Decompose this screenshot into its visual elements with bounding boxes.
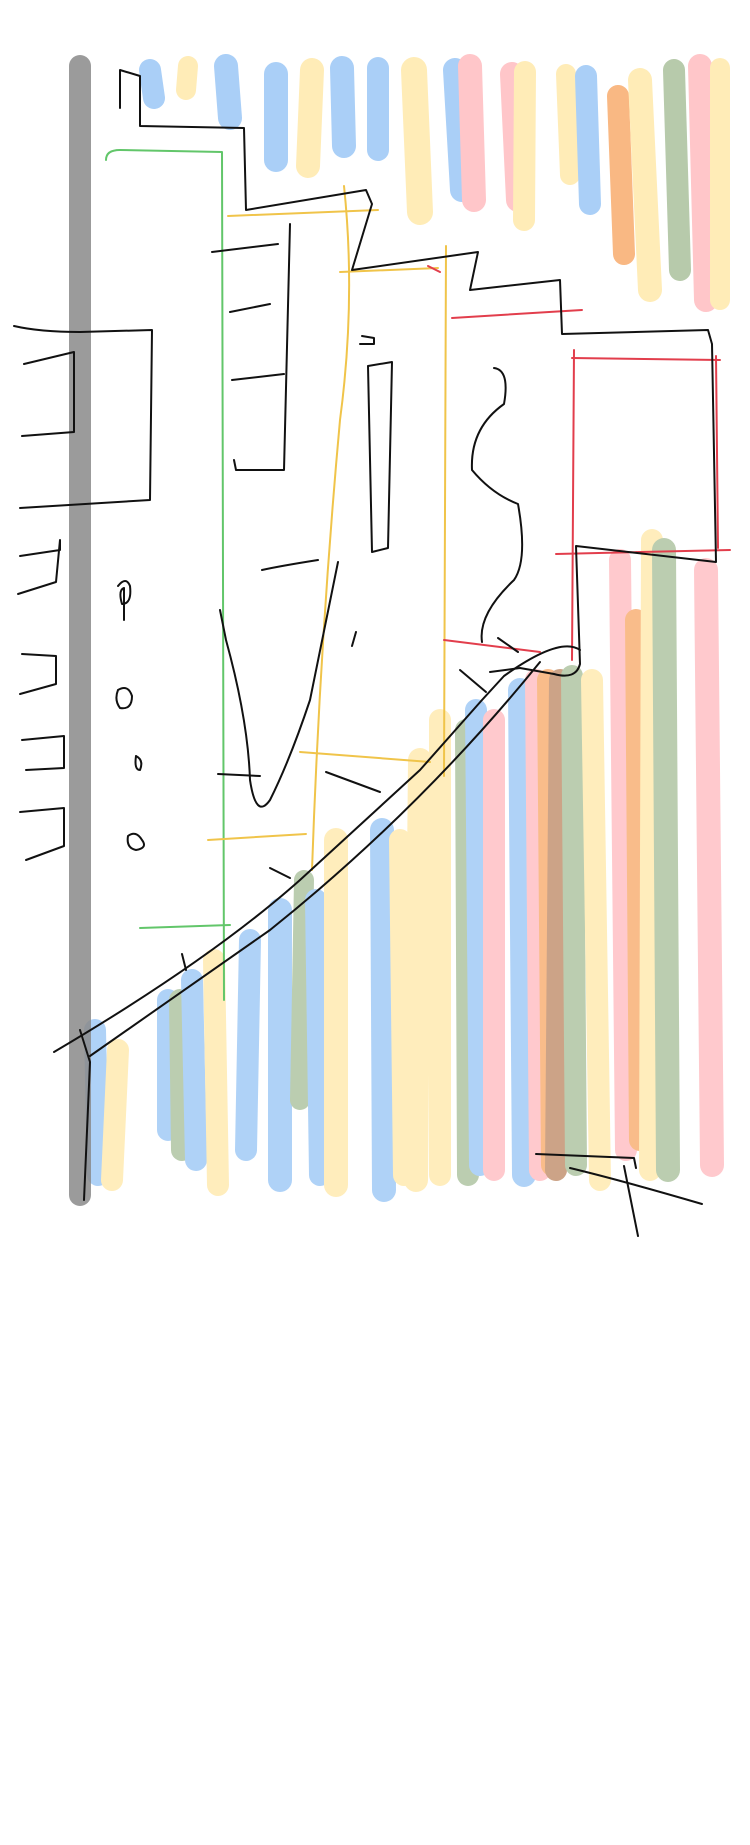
marker-stroke bbox=[545, 669, 571, 1181]
green-line bbox=[105, 149, 225, 1001]
marker-stroke bbox=[508, 678, 536, 1187]
comb-line bbox=[211, 243, 279, 253]
marker-stroke bbox=[556, 64, 580, 185]
marker-stroke bbox=[235, 929, 261, 1161]
diagonal-line bbox=[53, 645, 581, 1053]
black-pen-lines bbox=[13, 69, 717, 1237]
marker-stroke bbox=[609, 549, 637, 1161]
marker-stroke bbox=[581, 669, 611, 1191]
marker-stroke bbox=[101, 1039, 129, 1191]
small-glyph bbox=[126, 832, 145, 851]
marker-stroke bbox=[290, 870, 314, 1110]
dash bbox=[497, 637, 519, 653]
red-line bbox=[427, 265, 441, 273]
marker-stroke bbox=[628, 68, 662, 302]
comb-line bbox=[229, 303, 271, 313]
left-notch bbox=[19, 807, 65, 861]
top-marker-strokes bbox=[139, 54, 730, 312]
marker-stroke bbox=[607, 85, 635, 265]
red-line bbox=[571, 357, 721, 361]
yellow-line bbox=[443, 245, 447, 777]
red-line bbox=[555, 549, 731, 555]
marker-stroke bbox=[169, 989, 193, 1161]
marker-stroke bbox=[513, 61, 536, 231]
small-glyph bbox=[115, 687, 133, 710]
bottom-stem bbox=[79, 1029, 91, 1201]
marker-stroke bbox=[305, 889, 331, 1186]
squiggle bbox=[470, 367, 524, 643]
red-line bbox=[451, 309, 583, 319]
yellow-line bbox=[207, 833, 307, 841]
bottom-right-mark bbox=[535, 1153, 637, 1169]
small-glyph bbox=[134, 755, 143, 771]
marker-stroke bbox=[561, 665, 587, 1176]
yellow-line bbox=[339, 267, 439, 273]
stepped-outline bbox=[119, 69, 717, 677]
funnel bbox=[219, 559, 339, 808]
marker-stroke bbox=[465, 699, 491, 1176]
funnel-stem bbox=[217, 773, 261, 777]
diagonal-dash bbox=[325, 771, 381, 793]
marker-stroke bbox=[575, 65, 601, 215]
yellow-line bbox=[311, 185, 351, 871]
marker-stroke bbox=[296, 58, 324, 178]
left-notch bbox=[17, 539, 61, 595]
marker-stroke bbox=[176, 56, 198, 100]
colored-pen-lines bbox=[105, 149, 731, 1001]
marker-stroke bbox=[389, 829, 415, 1186]
marker-stroke bbox=[639, 529, 663, 1181]
marker-stroke bbox=[330, 56, 356, 158]
marker-stroke bbox=[404, 748, 432, 1192]
diagonal-line bbox=[89, 661, 541, 1057]
comb-spine bbox=[233, 223, 291, 471]
marker-stroke bbox=[443, 58, 474, 202]
diagonal-dash bbox=[181, 953, 187, 971]
small-glyph bbox=[117, 580, 132, 621]
dash bbox=[459, 669, 487, 693]
bottom-right-mark bbox=[623, 1165, 639, 1237]
left-notch bbox=[21, 735, 65, 771]
marker-stroke bbox=[370, 818, 396, 1202]
marker-stroke bbox=[688, 54, 718, 312]
left-notch bbox=[19, 653, 57, 695]
red-line bbox=[443, 639, 541, 653]
marker-stroke bbox=[139, 59, 165, 109]
yellow-line bbox=[227, 209, 379, 217]
red-line bbox=[571, 349, 575, 661]
left-rectangle bbox=[13, 325, 153, 509]
tick bbox=[351, 631, 357, 647]
marker-stroke bbox=[625, 609, 651, 1151]
marker-stroke bbox=[652, 538, 680, 1182]
marker-stroke bbox=[458, 54, 486, 212]
marker-stroke bbox=[663, 59, 691, 281]
marker-stroke bbox=[401, 57, 433, 225]
marker-stroke bbox=[181, 969, 207, 1171]
slot bbox=[367, 361, 393, 553]
marker-stroke bbox=[84, 1019, 109, 1186]
left-rectangle-inner bbox=[21, 351, 75, 437]
bottom-right-mark bbox=[569, 1167, 703, 1205]
yellow-line bbox=[299, 751, 431, 763]
marker-stroke bbox=[214, 54, 242, 130]
marker-stroke bbox=[203, 949, 229, 1196]
marker-stroke bbox=[525, 669, 551, 1181]
marker-stroke bbox=[694, 558, 724, 1177]
slot bbox=[359, 335, 375, 345]
red-line bbox=[715, 355, 719, 549]
green-line bbox=[139, 924, 231, 929]
bottom-marker-strokes bbox=[84, 529, 724, 1202]
diagonal-dash bbox=[269, 867, 291, 879]
comb-line bbox=[231, 373, 285, 381]
